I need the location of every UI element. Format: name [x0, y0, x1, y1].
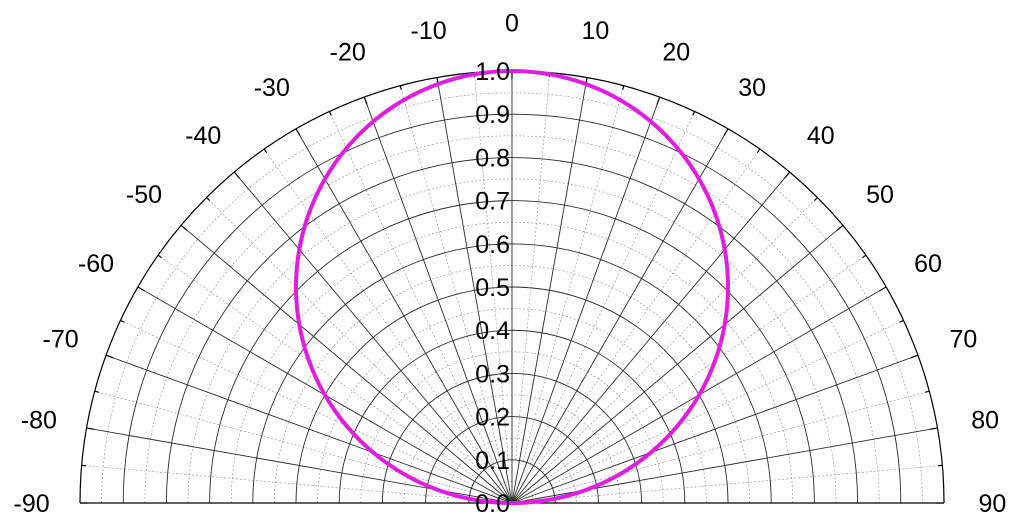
angle-tick-mark: [724, 129, 728, 136]
angle-tick-label: 10: [581, 17, 609, 45]
angle-tick-mark: [862, 255, 866, 257]
radial-tick-label: 0.9: [475, 101, 510, 129]
minor-grid-spoke: [120, 320, 472, 484]
angle-tick-label: 90: [978, 490, 1006, 518]
angle-tick-mark: [106, 355, 113, 358]
angle-tick-label: 80: [971, 407, 999, 435]
angle-tick-mark: [138, 287, 145, 291]
minor-grid-spoke: [95, 391, 471, 492]
radial-tick-label: 0.6: [475, 231, 510, 259]
minor-grid-spoke: [543, 198, 818, 473]
angle-tick-mark: [364, 97, 367, 104]
angle-tick-label: 70: [949, 326, 977, 354]
angle-tick-mark: [623, 86, 624, 90]
minor-grid-spoke: [523, 86, 624, 462]
angle-tick-mark: [400, 86, 401, 90]
angle-tick-label: -20: [330, 39, 366, 67]
angle-tick-label: 60: [914, 250, 942, 278]
angle-tick-mark: [837, 225, 843, 230]
angle-tick-mark: [95, 391, 99, 392]
major-grid-spoke: [512, 78, 587, 503]
angle-tick-mark: [158, 255, 162, 257]
angle-tick-mark: [814, 198, 817, 201]
angle-tick-label: 0: [505, 10, 519, 38]
minor-grid-spoke: [207, 198, 482, 473]
radial-tick-label: 0.7: [475, 188, 510, 216]
angle-tick-mark: [87, 428, 95, 429]
angle-tick-label: 40: [807, 122, 835, 150]
angle-tick-mark: [181, 225, 187, 230]
angle-tick-label: -50: [126, 181, 162, 209]
angle-tick-label: -40: [185, 122, 221, 150]
angle-tick-mark: [264, 149, 266, 153]
minor-grid-spoke: [551, 320, 903, 484]
angle-tick-mark: [234, 172, 239, 178]
angle-tick-mark: [925, 391, 929, 392]
angle-tick-label: 20: [662, 39, 690, 67]
major-grid-spoke: [512, 129, 728, 503]
angle-tick-mark: [693, 111, 695, 115]
angle-tick-mark: [785, 172, 790, 178]
angle-tick-label: -10: [411, 17, 447, 45]
radial-tick-label: 0.2: [475, 404, 510, 432]
radial-tick-label: 0.5: [475, 274, 510, 302]
angle-tick-label: 30: [738, 74, 766, 102]
angle-tick-label: -60: [78, 250, 114, 278]
angle-tick-mark: [657, 97, 660, 104]
angle-tick-mark: [879, 287, 886, 291]
radial-tick-label: 1.0: [475, 58, 510, 86]
angle-tick-mark: [296, 129, 300, 136]
angle-tick-mark: [120, 320, 124, 322]
angle-tick-mark: [911, 355, 918, 358]
angle-tick-label: -80: [21, 407, 57, 435]
angle-tick-mark: [757, 149, 759, 153]
angle-tick-label: -90: [14, 490, 50, 518]
angle-tick-label: -70: [43, 326, 79, 354]
radial-tick-label: 0.0: [475, 490, 510, 518]
angle-tick-mark: [930, 428, 938, 429]
angle-tick-mark: [900, 320, 904, 322]
radial-tick-label: 0.4: [475, 317, 510, 345]
angle-tick-label: 50: [866, 181, 894, 209]
radial-tick-label: 0.8: [475, 144, 510, 172]
minor-grid-spoke: [554, 391, 930, 492]
angle-tick-mark: [207, 198, 210, 201]
angle-tick-mark: [329, 111, 331, 115]
radial-tick-label: 0.1: [475, 447, 510, 475]
angle-tick-label: -30: [254, 74, 290, 102]
radial-tick-label: 0.3: [475, 360, 510, 388]
radial-tick-labels: 0.0 0.1 0.2 0.3 0.4 0.5 0.6 0.7 0.8 0.9 1.0: [475, 58, 510, 518]
